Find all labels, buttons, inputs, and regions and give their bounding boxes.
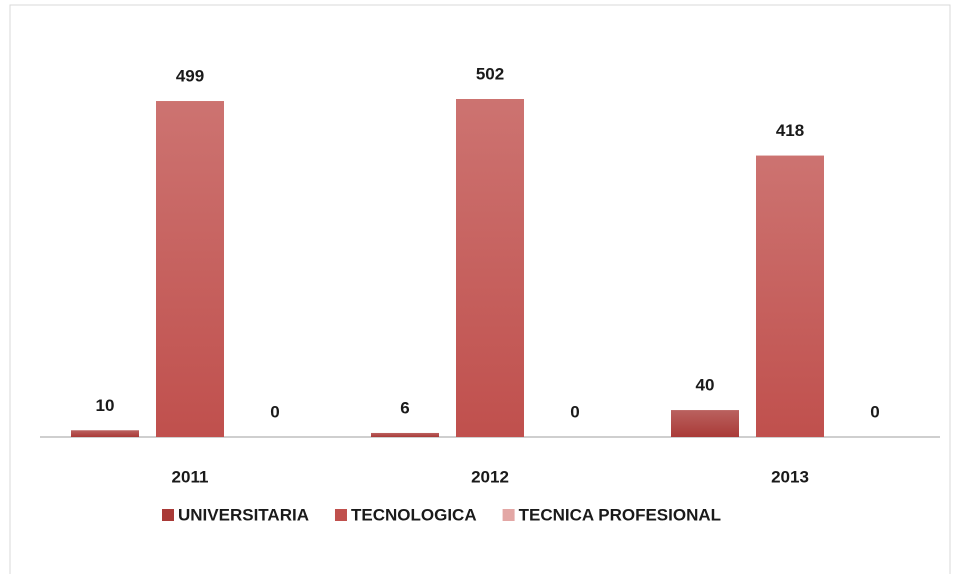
bar [756,155,824,437]
value-label: 10 [96,396,115,415]
value-label: 418 [776,121,804,140]
legend-label: UNIVERSITARIA [178,505,309,524]
value-label: 6 [400,398,409,417]
legend-swatch [502,509,515,521]
bar [71,430,139,437]
value-label: 0 [570,402,579,421]
legend-label: TECNOLOGICA [351,505,477,524]
value-label: 0 [270,402,279,421]
x-tick-label: 2011 [172,467,209,486]
bar [371,432,439,437]
legend-swatch [334,509,347,521]
bar [156,101,224,437]
value-label: 502 [476,64,504,83]
value-label: 40 [696,376,715,395]
value-label: 0 [870,402,879,421]
bar [671,410,739,437]
chart-frame [9,4,951,574]
x-tick-label: 2013 [771,467,809,486]
bar [456,99,524,437]
value-label: 499 [176,67,204,86]
x-tick-label: 2012 [471,467,509,486]
legend-swatch [162,509,174,521]
legend-label: TECNICA PROFESIONAL [519,505,721,524]
